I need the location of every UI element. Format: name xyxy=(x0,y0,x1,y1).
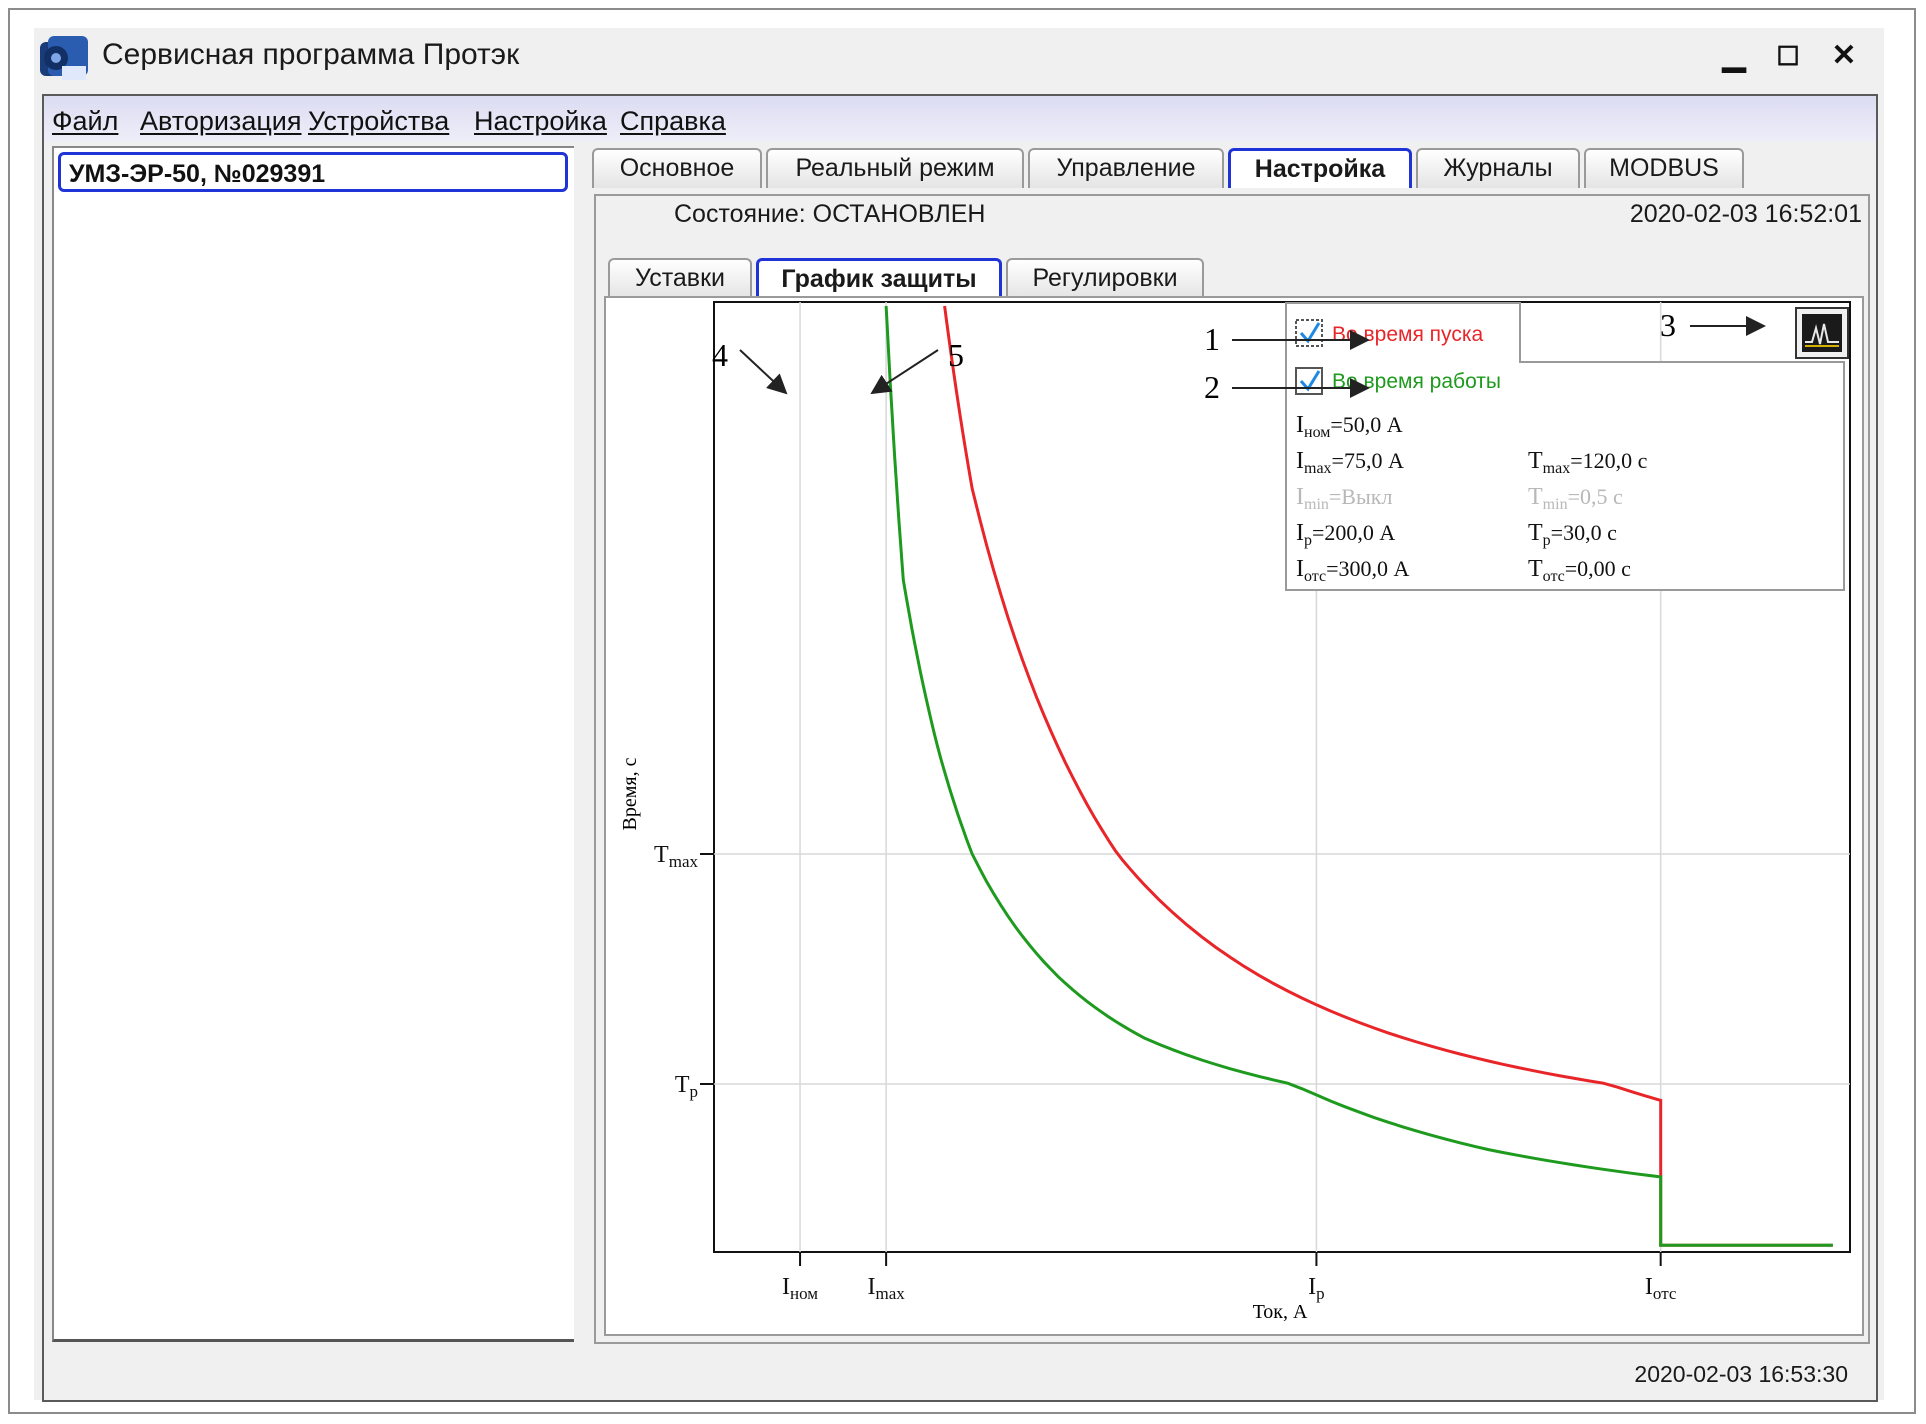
tab-content: Состояние: ОСТАНОВЛЕН 2020-02-03 16:52:0… xyxy=(594,194,1870,1344)
y-tick-label: Tр xyxy=(675,1072,698,1101)
waveform-icon xyxy=(1805,323,1839,345)
main-frame: Файл Авторизация Устройства Настройка Сп… xyxy=(42,94,1878,1402)
param-totc: Tотс=0,00 с xyxy=(1528,556,1631,585)
protection-chart: Iном Imax Iр Iотс Tmax Tр Ток, А Время, с Во … xyxy=(619,301,1851,1323)
run-legend-label: Во время работы xyxy=(1332,370,1501,393)
tab-settings[interactable]: Настройка xyxy=(1228,148,1412,188)
x-tick-label: Iотс xyxy=(1645,1274,1677,1303)
x-axis-label: Ток, А xyxy=(1253,1301,1308,1323)
tab-control[interactable]: Управление xyxy=(1028,148,1224,188)
x-tick-label: Iном xyxy=(782,1274,818,1303)
callout-5: 5 xyxy=(948,337,964,373)
start-curve xyxy=(943,305,1833,1247)
device-item-selected[interactable]: УМЗ-ЭР-50, №029391 xyxy=(58,152,568,192)
close-button[interactable]: ✕ xyxy=(1831,39,1857,72)
device-status: Состояние: ОСТАНОВЛЕН xyxy=(674,200,986,228)
image-border xyxy=(8,8,1916,1414)
callout-3: 3 xyxy=(1660,307,1676,343)
y-tick-label: Tmax xyxy=(654,842,698,871)
menu-help[interactable]: Справка xyxy=(620,106,726,136)
callout-5-arrow xyxy=(870,349,939,395)
tab-realtime[interactable]: Реальный режим xyxy=(766,148,1024,188)
subtab-protection-graph[interactable]: График защиты xyxy=(756,258,1002,298)
maximize-button[interactable]: ☐ xyxy=(1776,41,1800,71)
footer-datetime: 2020-02-03 16:53:30 xyxy=(1634,1361,1848,1387)
status-datetime: 2020-02-03 16:52:01 xyxy=(1629,200,1862,228)
oscilloscope-button[interactable] xyxy=(1795,307,1849,359)
param-iotc: Iотс=300,0 А xyxy=(1296,556,1409,585)
tab-main[interactable]: Основное xyxy=(592,148,762,188)
callout-2: 2 xyxy=(1204,369,1220,405)
start-checkbox[interactable] xyxy=(1295,319,1323,347)
param-ip: Iр=200,0 А xyxy=(1296,520,1395,549)
param-inom: Iном=50,0 А xyxy=(1296,412,1403,441)
param-tp: Tр=30,0 с xyxy=(1528,520,1617,549)
subtab-settings[interactable]: Уставки xyxy=(608,258,752,298)
title-bar: Сервисная программа Протэк ▁ ☐ ✕ xyxy=(34,28,1884,86)
window-title: Сервисная программа Протэк xyxy=(102,38,520,71)
param-imax: Imax=75,0 А xyxy=(1296,448,1404,477)
x-tick-label: Imax xyxy=(867,1274,905,1303)
param-tmin: Tmin=0,5 с xyxy=(1528,484,1623,513)
minimize-button[interactable]: ▁ xyxy=(1722,39,1746,72)
run-curve xyxy=(884,305,1833,1247)
param-tmax: Tmax=120,0 с xyxy=(1528,448,1648,477)
callout-1: 1 xyxy=(1204,321,1220,357)
callout-4-arrow xyxy=(739,349,788,395)
y-axis-label: Время, с xyxy=(619,757,641,830)
x-tick-label: Iр xyxy=(1308,1274,1325,1303)
tab-modbus[interactable]: MODBUS xyxy=(1584,148,1744,188)
callout-4: 4 xyxy=(712,337,728,373)
device-tree: УМЗ-ЭР-50, №029391 xyxy=(52,146,574,1342)
legend-box: Во время пуска Во время работы Iном=50,0… xyxy=(1285,302,1845,591)
tab-journals[interactable]: Журналы xyxy=(1416,148,1580,188)
graph-panel: Iном Imax Iр Iотс Tmax Tр Ток, А Время, с Во … xyxy=(604,296,1864,1336)
menu-devices[interactable]: Устройства xyxy=(308,106,450,136)
menu-authorization[interactable]: Авторизация xyxy=(140,106,302,136)
menu-bar: Файл Авторизация Устройства Настройка Сп… xyxy=(44,96,1876,142)
app-logo-icon xyxy=(40,36,88,80)
subtab-adjustments[interactable]: Регулировки xyxy=(1006,258,1204,298)
menu-settings[interactable]: Настройка xyxy=(474,106,607,136)
menu-file[interactable]: Файл xyxy=(52,106,119,136)
param-imin: Imin=Выкл xyxy=(1296,484,1392,513)
app-window: Сервисная программа Протэк ▁ ☐ ✕ Файл Ав… xyxy=(34,28,1884,1402)
